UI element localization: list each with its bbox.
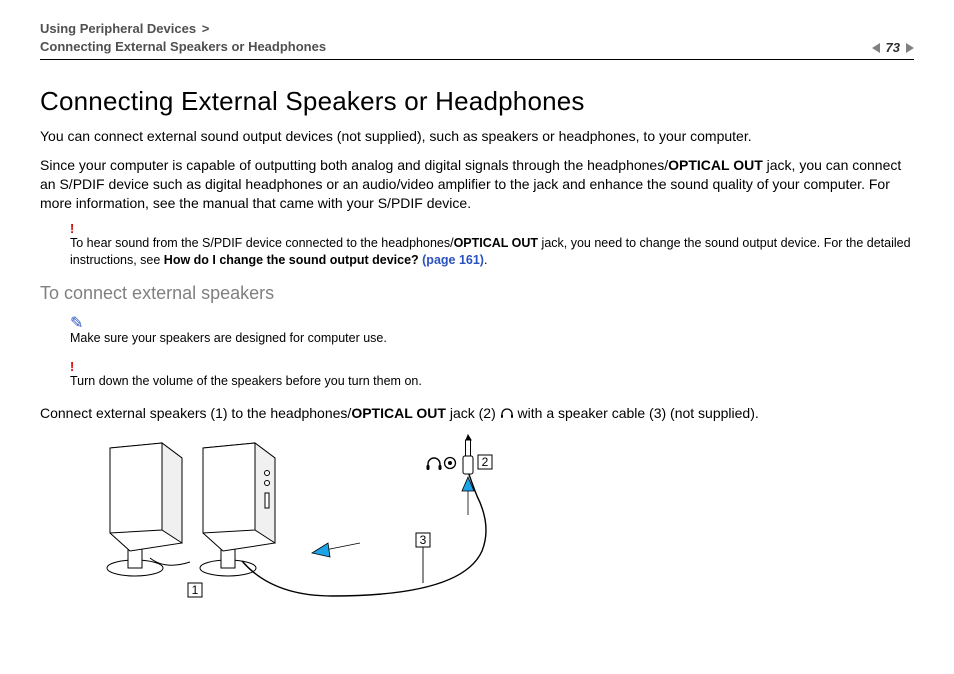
page-number-nav: 73 [872,40,914,55]
headphone-icon [500,407,514,419]
warn2-text: Turn down the volume of the speakers bef… [70,374,422,388]
final-paragraph: Connect external speakers (1) to the hea… [40,404,914,423]
notice1-period: . [484,253,487,267]
para2-pre: Since your computer is capable of output… [40,157,668,173]
optical-port-icon [445,458,456,469]
warning-notice-2: ! Turn down the volume of the speakers b… [70,361,914,390]
prev-page-icon[interactable] [872,43,880,53]
notice1-pre: To hear sound from the S/PDIF device con… [70,236,454,250]
speaker-right [200,443,275,576]
notice1-link-label[interactable]: How do I change the sound output device? [164,253,422,267]
subheading: To connect external speakers [40,283,914,304]
warning-notice-1: ! To hear sound from the S/PDIF device c… [70,223,914,269]
callout-1: 1 [188,583,202,597]
final-pre: Connect external speakers (1) to the hea… [40,405,351,421]
speaker-left [107,443,190,576]
next-page-icon[interactable] [906,43,914,53]
callout-3: 3 [416,533,430,583]
arrow-to-speakers [312,543,360,557]
svg-text:3: 3 [420,533,427,547]
page-number: 73 [886,40,900,55]
final-mid: jack (2) [446,405,500,421]
optical-out-label-3: OPTICAL OUT [351,405,446,421]
breadcrumb-section: Using Peripheral Devices [40,21,196,36]
callout-2: 2 [478,455,492,469]
page-title: Connecting External Speakers or Headphon… [40,86,914,117]
final-post: with a speaker cable (3) (not supplied). [514,405,759,421]
pencil-icon: ✎ [70,316,914,332]
breadcrumb: Using Peripheral Devices > Connecting Ex… [40,20,326,55]
notice1-link-page[interactable]: (page 161) [422,253,484,267]
breadcrumb-chevron: > [200,20,210,38]
svg-text:2: 2 [482,455,489,469]
intro-paragraph: You can connect external sound output de… [40,127,914,146]
paragraph-2: Since your computer is capable of output… [40,156,914,213]
warning-icon: ! [70,223,914,236]
svg-text:1: 1 [192,583,199,597]
optical-out-label-2: OPTICAL OUT [454,236,539,250]
breadcrumb-page: Connecting External Speakers or Headphon… [40,39,326,54]
tip-notice: ✎ Make sure your speakers are designed f… [70,314,914,347]
page-header: Using Peripheral Devices > Connecting Ex… [40,20,914,60]
warning-icon-2: ! [70,361,914,374]
speaker-cable [242,468,486,596]
tip-text: Make sure your speakers are designed for… [70,331,387,345]
audio-plug [463,435,473,474]
connection-diagram: 2 1 3 [70,433,590,613]
headphone-port-icon [427,458,442,470]
optical-out-label: OPTICAL OUT [668,157,763,173]
